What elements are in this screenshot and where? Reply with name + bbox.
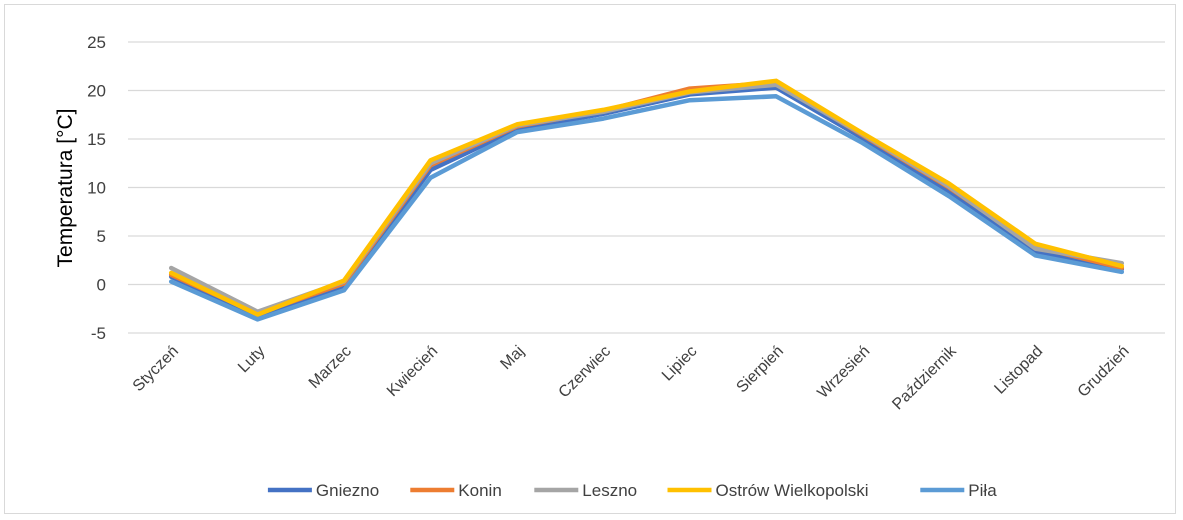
series-line-2 bbox=[168, 82, 1125, 314]
legend-label: Konin bbox=[458, 481, 501, 500]
gridlines bbox=[128, 41, 1165, 334]
x-tick-label: Maj bbox=[497, 343, 527, 373]
x-tick-label: Listopad bbox=[991, 343, 1046, 398]
y-tick-label: 20 bbox=[87, 82, 106, 101]
legend-label: Leszno bbox=[582, 481, 637, 500]
series-line-4 bbox=[168, 94, 1125, 322]
legend: Gniezno Konin Leszno Ostrów Wielkopolski Pił… bbox=[267, 481, 997, 500]
x-tick-label: Marzec bbox=[306, 343, 355, 392]
y-axis-label: Temperatura [°C] bbox=[54, 109, 77, 268]
legend-item: Leszno bbox=[534, 481, 637, 500]
x-tick-label: Grudzień bbox=[1075, 343, 1133, 401]
y-tick-label: 5 bbox=[97, 227, 106, 246]
legend-item: Piła bbox=[920, 481, 997, 500]
series-lines bbox=[168, 78, 1125, 322]
y-tick-label: 25 bbox=[87, 33, 106, 52]
legend-item: Ostrów Wielkopolski bbox=[667, 481, 869, 500]
x-tick-label: Wrzesień bbox=[814, 343, 873, 402]
x-tick-label: Styczeń bbox=[130, 343, 182, 395]
legend-item: Gniezno bbox=[267, 481, 379, 500]
series-line-3 bbox=[168, 78, 1125, 317]
legend-label: Ostrów Wielkopolski bbox=[716, 481, 869, 500]
x-tick-label: Sierpień bbox=[733, 343, 787, 397]
chart-frame bbox=[4, 4, 1176, 514]
x-tick-label: Październik bbox=[889, 342, 960, 413]
legend-item: Konin bbox=[410, 481, 502, 500]
series-line-1 bbox=[168, 80, 1125, 316]
y-tick-label: -5 bbox=[91, 324, 106, 343]
x-tick-label: Luty bbox=[235, 343, 268, 376]
y-tick-label: 0 bbox=[97, 276, 106, 295]
series-line-0 bbox=[168, 85, 1125, 318]
x-axis-ticks: Styczeń Luty Marzec Kwiecień Maj Czerwiec Lipi… bbox=[130, 342, 1133, 413]
y-axis-ticks: -5 0 5 10 15 20 25 bbox=[87, 33, 106, 343]
x-tick-label: Lipiec bbox=[659, 343, 701, 385]
legend-label: Piła bbox=[968, 481, 997, 500]
x-tick-label: Czerwiec bbox=[556, 343, 615, 402]
y-tick-label: 15 bbox=[87, 130, 106, 149]
x-tick-label: Kwiecień bbox=[384, 343, 441, 400]
legend-label: Gniezno bbox=[316, 481, 379, 500]
y-tick-label: 10 bbox=[87, 179, 106, 198]
